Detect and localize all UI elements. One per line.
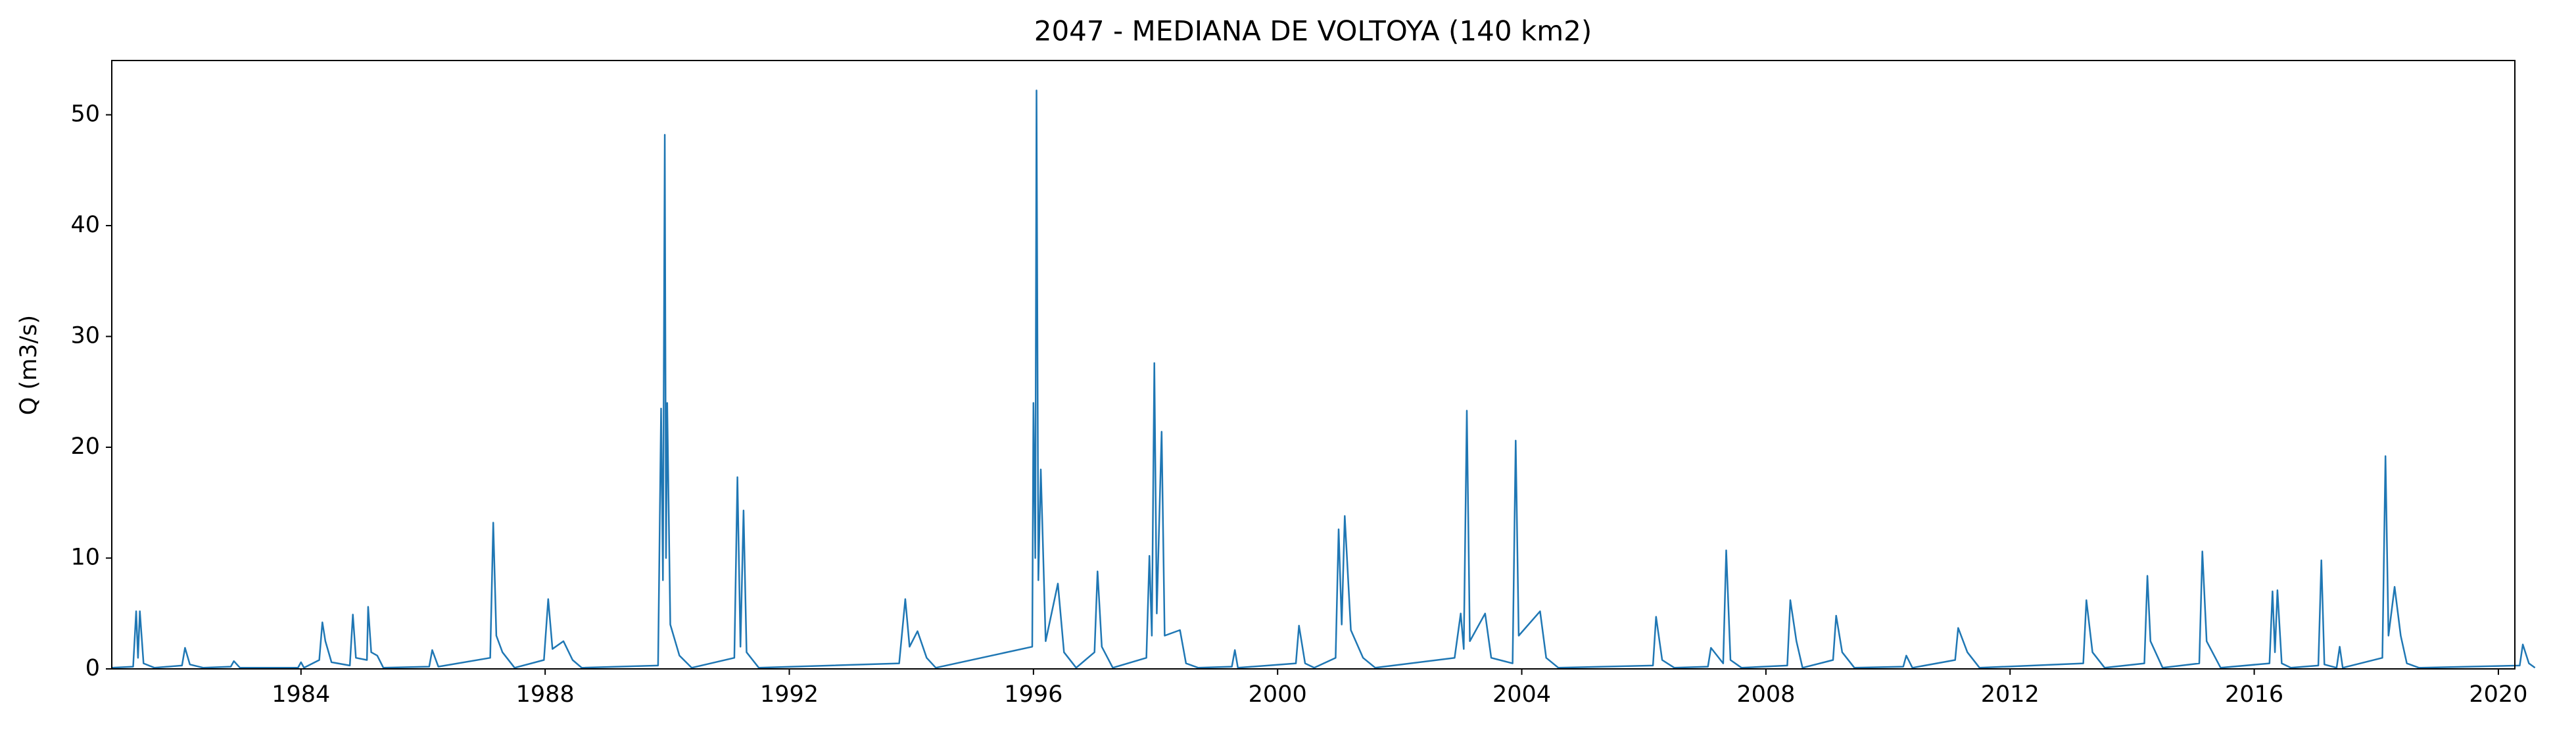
x-tick-label: 2020 — [2469, 681, 2527, 708]
plot-frame — [111, 60, 2516, 670]
x-tick-label: 2004 — [1492, 681, 1551, 708]
x-tick-label: 1984 — [272, 681, 330, 708]
y-tick-label: 0 — [85, 655, 100, 681]
x-tick-label: 2000 — [1249, 681, 1307, 708]
y-axis-label: Q (m3/s) — [16, 315, 42, 415]
y-tick-label: 20 — [70, 433, 100, 460]
x-tick-label: 1996 — [1004, 681, 1062, 708]
y-tick-label: 10 — [70, 545, 100, 571]
y-tick-label: 40 — [70, 212, 100, 238]
y-tick-label: 50 — [70, 101, 100, 128]
x-tick-label: 2012 — [1981, 681, 2039, 708]
x-tick-label: 2016 — [2225, 681, 2283, 708]
x-tick-label: 1992 — [760, 681, 819, 708]
x-tick-label: 2008 — [1736, 681, 1795, 708]
flow-line — [111, 89, 2536, 669]
x-tick-label: 1988 — [516, 681, 575, 708]
y-tick-label: 30 — [70, 323, 100, 349]
chart-title: 2047 - MEDIANA DE VOLTOYA (140 km2) — [1034, 15, 1592, 47]
